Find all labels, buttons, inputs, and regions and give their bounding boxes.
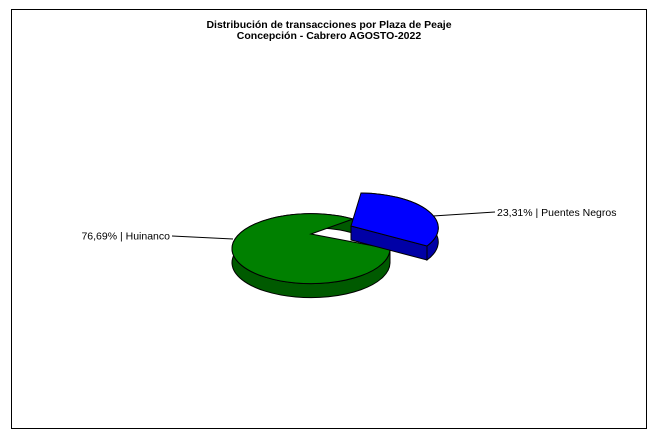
data-label-puentes-negros: 23,31% | Puentes Negros <box>497 207 616 219</box>
pie-slice-puentes-negros <box>350 192 439 261</box>
pie-chart: 76,69% | Huinanco 23,31% | Puentes Negro… <box>81 192 616 299</box>
leader-line-puentes-negros <box>432 211 496 217</box>
data-label-huinanco: 76,69% | Huinanco <box>81 231 170 243</box>
leader-line-huinanco <box>171 235 234 240</box>
chart-title-block: Distribución de transacciones por Plaza … <box>11 20 647 42</box>
chart-subtitle: Concepción - Cabrero AGOSTO-2022 <box>236 30 422 42</box>
chart-title: Distribución de transacciones por Plaza … <box>206 19 452 31</box>
pie-slice-puentes-negros-top <box>350 192 439 247</box>
pie-slice-huinanco-top <box>231 213 391 285</box>
